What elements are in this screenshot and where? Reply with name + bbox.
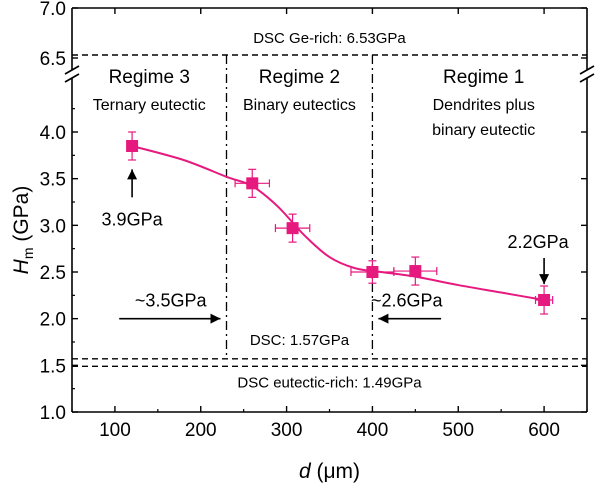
annotation-2-2: 2.2GPa	[508, 232, 570, 252]
regime-subtitle: binary eutectic	[432, 122, 535, 139]
data-point	[246, 177, 259, 190]
axis-break-mark	[64, 65, 80, 75]
x-tick-label: 300	[271, 420, 303, 441]
x-tick-label: 100	[99, 420, 131, 441]
y-tick-label: 3.5	[40, 170, 66, 191]
y-axis-title: Hm (GPa)	[10, 186, 36, 275]
regime-title: Regime 1	[443, 67, 524, 88]
fit-curve	[131, 145, 545, 301]
reference-lines	[72, 54, 587, 367]
dsc-ge-rich-label: DSC Ge-rich: 6.53GPa	[253, 30, 406, 47]
regime-title: Regime 3	[109, 67, 190, 88]
dsc-label: DSC: 1.57GPa	[250, 332, 350, 349]
arrow-3-5-head	[210, 313, 221, 324]
y-tick-label: 3.0	[40, 216, 66, 237]
y-tick-label: 7.0	[40, 0, 66, 20]
data-point	[286, 222, 299, 235]
annotation-3-9: 3.9GPa	[102, 209, 164, 229]
arrow-2-2-head	[539, 274, 550, 285]
arrow-3-9-head	[127, 169, 138, 180]
axis-break-mark	[64, 73, 80, 83]
y-tick-label: 1.5	[40, 356, 66, 377]
text-labels: 100 200 300 400 500 600 1.0 1.5 2.0 2.5 3.0 3.5 4.0 6…	[10, 0, 570, 483]
axis-break-mark	[579, 65, 595, 75]
data-point	[409, 265, 422, 278]
data-point	[366, 266, 379, 278]
arrow-2-6-head	[378, 313, 389, 324]
data-point	[126, 140, 139, 152]
data-point	[538, 294, 551, 306]
regime-subtitle: Binary eutectics	[243, 97, 356, 114]
annotation-2-6: ~2.6GPa	[371, 291, 444, 311]
axis-break-mark	[579, 73, 595, 83]
regime-subtitle: Dendrites plus	[433, 97, 535, 114]
regime-title: Regime 2	[259, 67, 340, 88]
dsc-eutectic-rich-label: DSC eutectic-rich: 1.49GPa	[237, 374, 422, 391]
regime-subtitle: Ternary eutectic	[93, 97, 206, 114]
data-points	[126, 131, 554, 315]
y-tick-label: 2.0	[40, 310, 66, 331]
x-tick-label: 200	[185, 420, 217, 441]
y-tick-label: 6.5	[40, 49, 66, 70]
x-tick-label: 400	[357, 420, 389, 441]
y-tick-label: 4.0	[40, 123, 66, 144]
x-tick-label: 500	[442, 420, 474, 441]
annotation-3-5: ~3.5GPa	[135, 291, 208, 311]
x-tick-label: 600	[528, 420, 560, 441]
tick-marks	[71, 7, 588, 413]
y-tick-label: 2.5	[40, 263, 66, 284]
fit-curve-group	[131, 145, 545, 301]
y-tick-label: 1.0	[40, 403, 66, 424]
x-axis-title: d (μm)	[299, 460, 360, 483]
